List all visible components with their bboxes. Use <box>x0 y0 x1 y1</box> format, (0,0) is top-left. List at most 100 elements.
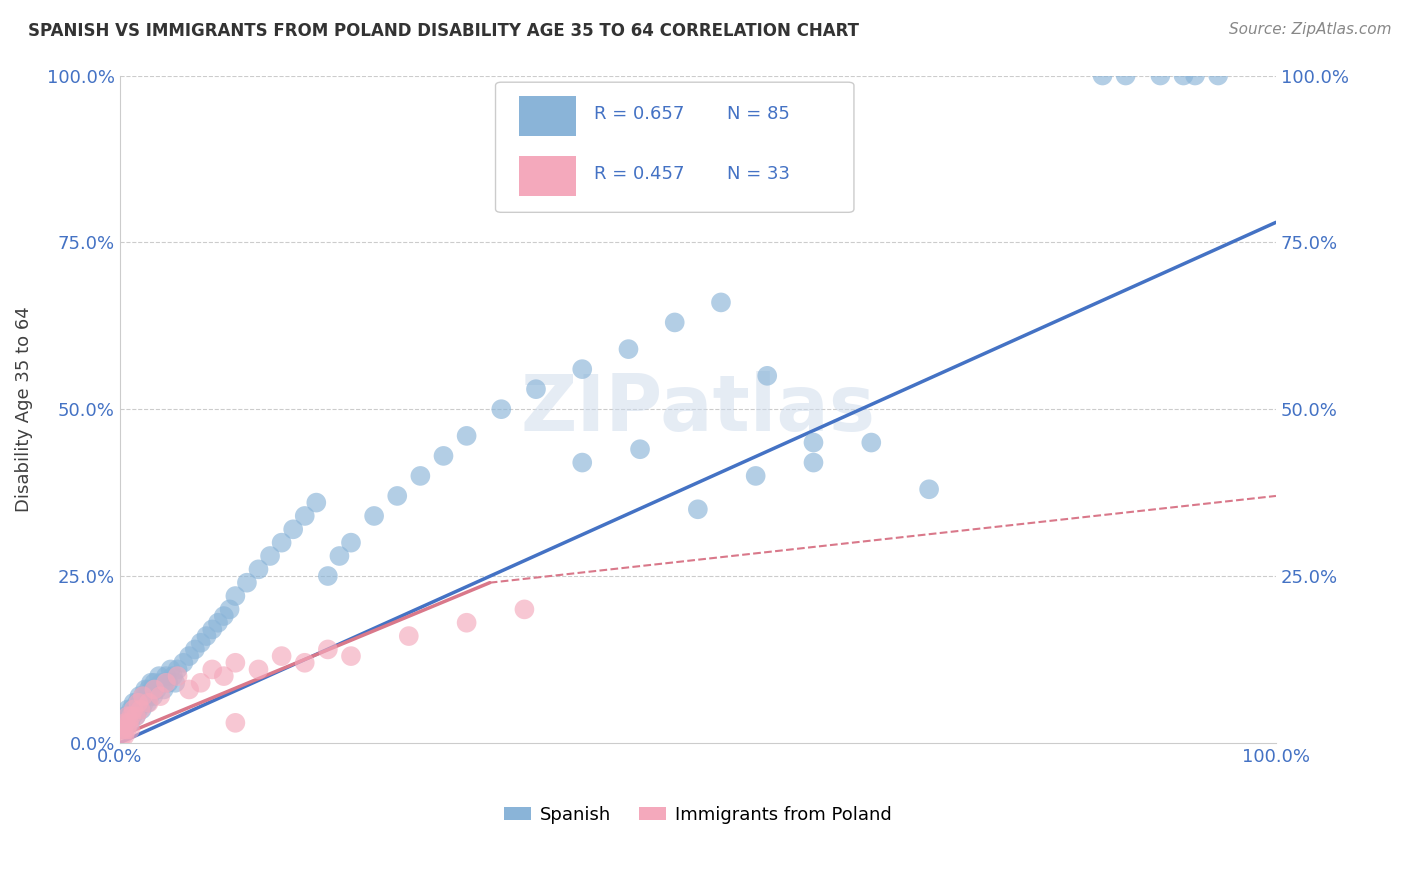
Point <box>340 649 363 664</box>
Y-axis label: Disability Age 35 to 64: Disability Age 35 to 64 <box>15 306 32 512</box>
Point <box>190 675 212 690</box>
Point <box>148 669 170 683</box>
Point <box>918 483 941 497</box>
Point <box>120 715 142 730</box>
Point <box>236 575 259 590</box>
Point <box>1173 69 1195 83</box>
Point <box>122 696 145 710</box>
Point <box>201 662 224 676</box>
Point <box>172 656 194 670</box>
Point <box>112 729 135 743</box>
Point <box>710 295 733 310</box>
Point <box>112 715 135 730</box>
Point <box>125 709 148 723</box>
Point <box>184 642 207 657</box>
Point <box>132 696 155 710</box>
Point <box>117 702 139 716</box>
Point <box>328 549 350 563</box>
Text: SPANISH VS IMMIGRANTS FROM POLAND DISABILITY AGE 35 TO 64 CORRELATION CHART: SPANISH VS IMMIGRANTS FROM POLAND DISABI… <box>28 22 859 40</box>
Point <box>127 696 149 710</box>
Point <box>135 689 157 703</box>
Text: N = 85: N = 85 <box>727 104 790 122</box>
Point <box>131 702 153 716</box>
Point <box>112 723 135 737</box>
Point <box>294 656 316 670</box>
Point <box>132 689 155 703</box>
Point <box>270 535 292 549</box>
Point <box>120 723 142 737</box>
Point <box>803 456 825 470</box>
Point <box>179 682 201 697</box>
Point <box>138 682 160 697</box>
Point <box>387 489 409 503</box>
Point <box>628 442 651 457</box>
Point <box>513 602 536 616</box>
Text: ZIPatlas: ZIPatlas <box>520 371 876 447</box>
Point <box>305 495 328 509</box>
Point <box>150 675 173 690</box>
Point <box>1206 69 1229 83</box>
Point <box>112 723 135 737</box>
Text: Source: ZipAtlas.com: Source: ZipAtlas.com <box>1229 22 1392 37</box>
Point <box>118 715 141 730</box>
Point <box>224 589 246 603</box>
Point <box>294 508 316 523</box>
Point <box>207 615 229 630</box>
Point <box>149 689 172 703</box>
Point <box>121 709 143 723</box>
Point <box>803 435 825 450</box>
Point <box>141 682 163 697</box>
Point <box>155 669 177 683</box>
Point <box>201 623 224 637</box>
Point <box>860 435 883 450</box>
Point <box>247 662 270 676</box>
Legend: Spanish, Immigrants from Poland: Spanish, Immigrants from Poland <box>496 798 898 831</box>
Point <box>283 522 305 536</box>
FancyBboxPatch shape <box>519 155 576 195</box>
Point <box>138 696 160 710</box>
Point <box>142 689 165 703</box>
Point <box>686 502 709 516</box>
Point <box>114 709 136 723</box>
Point <box>195 629 218 643</box>
Point <box>155 675 177 690</box>
Point <box>259 549 281 563</box>
Point <box>571 456 593 470</box>
Point <box>122 702 145 716</box>
Point <box>143 675 166 690</box>
Point <box>136 696 159 710</box>
Point <box>143 682 166 697</box>
Point <box>111 729 134 743</box>
Point <box>132 689 155 703</box>
Point <box>1184 69 1206 83</box>
Text: R = 0.457: R = 0.457 <box>593 165 685 183</box>
Point <box>409 469 432 483</box>
Point <box>128 689 150 703</box>
Point <box>456 615 478 630</box>
Point <box>571 362 593 376</box>
Point <box>218 602 240 616</box>
FancyBboxPatch shape <box>519 95 576 136</box>
Point <box>120 709 142 723</box>
Point <box>129 696 152 710</box>
Point <box>224 656 246 670</box>
Point <box>129 702 152 716</box>
Point <box>340 535 363 549</box>
Point <box>114 715 136 730</box>
Point <box>491 402 513 417</box>
Point <box>166 669 188 683</box>
Point <box>157 675 180 690</box>
Point <box>664 315 686 329</box>
Point <box>166 662 188 676</box>
Point <box>212 669 235 683</box>
Point <box>117 709 139 723</box>
Point <box>363 508 385 523</box>
Text: N = 33: N = 33 <box>727 165 790 183</box>
Point <box>212 609 235 624</box>
Point <box>224 715 246 730</box>
Point <box>270 649 292 664</box>
Point <box>247 562 270 576</box>
Point <box>111 723 134 737</box>
Point <box>316 642 339 657</box>
Point <box>432 449 454 463</box>
